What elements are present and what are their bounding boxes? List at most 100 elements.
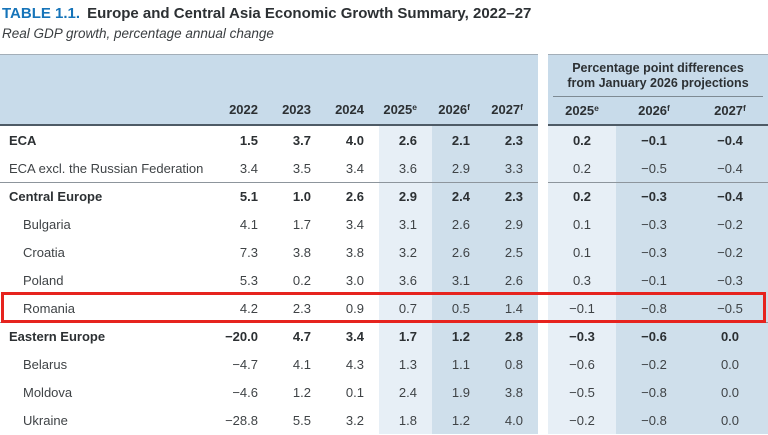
cell-2027: 2.3 xyxy=(485,183,538,210)
row-label: Moldova xyxy=(23,384,73,400)
column-header-2023: 2023 xyxy=(282,102,311,117)
right-table-body: 0.2 −0.1 −0.4 0.2 −0.5 −0.4 0.2 −0.3 −0.4 0.1 −0.3… xyxy=(548,126,768,434)
cell-2022: −4.7 xyxy=(232,356,258,372)
diff-cell-2025: −0.1 xyxy=(548,294,616,322)
diff-table-row: −0.1 −0.8 −0.5 xyxy=(548,294,768,322)
diff-cell-2025: −0.2 xyxy=(548,406,616,434)
cell-2024: 3.4 xyxy=(345,329,364,344)
table-row: Eastern Europe −20.0 4.7 3.4 1.7 1.2 2.8 xyxy=(0,322,538,350)
diff-table-row: 0.1 −0.3 −0.2 xyxy=(548,238,768,266)
diff-table-row: 0.2 −0.5 −0.4 xyxy=(548,154,768,182)
cell-2022: 7.3 xyxy=(239,244,258,260)
diff-table-row: 0.3 −0.1 −0.3 xyxy=(548,266,768,294)
cell-2027: 2.3 xyxy=(485,126,538,154)
diff-table-row: 0.2 −0.3 −0.4 xyxy=(548,182,768,210)
diff-cell-2026: −0.6 xyxy=(616,323,692,350)
cell-2023: 2.3 xyxy=(292,300,311,316)
cell-2025: 2.6 xyxy=(379,126,432,154)
diff-cell-2025: −0.3 xyxy=(548,323,616,350)
column-header-2026f: 2026f xyxy=(438,102,470,117)
cell-2022: −4.6 xyxy=(232,384,258,400)
cell-2026: 0.5 xyxy=(432,294,485,322)
row-label: Romania xyxy=(23,300,76,316)
cell-2025: 1.7 xyxy=(379,323,432,350)
cell-2026: 1.2 xyxy=(432,406,485,434)
diff-table-row: 0.2 −0.1 −0.4 xyxy=(548,126,768,154)
table-row: Ukraine −28.8 5.5 3.2 1.8 1.2 4.0 xyxy=(0,406,538,434)
differences-header-line2: from January 2026 projections xyxy=(567,76,749,90)
cell-2023: 1.7 xyxy=(292,216,311,232)
cell-2025: 3.1 xyxy=(379,210,432,238)
column-header-2024: 2024 xyxy=(335,102,364,117)
cell-2024: 3.4 xyxy=(345,160,364,176)
cell-2025: 3.6 xyxy=(379,266,432,294)
cell-2024: 4.0 xyxy=(345,132,364,148)
table-row: Bulgaria 4.1 1.7 3.4 3.1 2.6 2.9 xyxy=(0,210,538,238)
cell-2026: 2.6 xyxy=(432,238,485,266)
cell-2024: 3.2 xyxy=(345,412,364,428)
table-row: Romania 4.2 2.3 0.9 0.7 0.5 1.4 xyxy=(0,294,538,322)
cell-2024: 3.8 xyxy=(345,244,364,260)
cell-2024: 3.4 xyxy=(345,216,364,232)
diff-table-row: −0.2 −0.8 0.0 xyxy=(548,406,768,434)
row-label: Eastern Europe xyxy=(9,329,106,344)
cell-2025: 1.3 xyxy=(379,350,432,378)
row-label: ECA xyxy=(9,132,37,148)
cell-2025: 0.7 xyxy=(379,294,432,322)
cell-2022: −28.8 xyxy=(225,412,258,428)
column-header-2027f: 2027f xyxy=(491,102,523,117)
header-divider xyxy=(553,96,763,97)
diff-table-row: −0.5 −0.8 0.0 xyxy=(548,378,768,406)
table-number: TABLE 1.1. xyxy=(2,5,81,22)
diff-cell-2026: −0.3 xyxy=(616,238,692,266)
row-label: Ukraine xyxy=(23,412,68,428)
diff-cell-2027: −0.4 xyxy=(692,126,768,154)
cell-2026: 1.1 xyxy=(432,350,485,378)
row-label: Poland xyxy=(23,272,64,288)
diff-cell-2027: −0.5 xyxy=(692,294,768,322)
cell-2022: 4.1 xyxy=(239,216,258,232)
diff-table-row: −0.3 −0.6 0.0 xyxy=(548,322,768,350)
cell-2024: 2.6 xyxy=(345,189,364,204)
diff-cell-2026: −0.1 xyxy=(616,126,692,154)
differences-year-row: 2025e 2026f 2027f xyxy=(548,97,768,124)
diff-cell-2027: 0.0 xyxy=(692,350,768,378)
cell-2022: 4.2 xyxy=(239,300,258,316)
cell-2027: 3.3 xyxy=(485,154,538,182)
diff-cell-2027: −0.4 xyxy=(692,154,768,182)
diff-cell-2025: 0.1 xyxy=(548,238,616,266)
cell-2023: 4.1 xyxy=(292,356,311,372)
table-subtitle: Real GDP growth, percentage annual chang… xyxy=(2,26,274,41)
cell-2027: 2.9 xyxy=(485,210,538,238)
cell-2024: 0.9 xyxy=(345,300,364,316)
table-row: ECA 1.5 3.7 4.0 2.6 2.1 2.3 xyxy=(0,126,538,154)
cell-2026: 3.1 xyxy=(432,266,485,294)
cell-2022: 5.3 xyxy=(239,272,258,288)
cell-2027: 3.8 xyxy=(485,378,538,406)
diff-cell-2025: 0.3 xyxy=(548,266,616,294)
cell-2027: 2.8 xyxy=(485,323,538,350)
cell-2025: 2.9 xyxy=(379,183,432,210)
cell-2023: 1.0 xyxy=(292,189,311,204)
table-row: Poland 5.3 0.2 3.0 3.6 3.1 2.6 xyxy=(0,266,538,294)
cell-2022: 1.5 xyxy=(239,132,258,148)
table-row: Croatia 7.3 3.8 3.8 3.2 2.6 2.5 xyxy=(0,238,538,266)
diff-column-header-2026f: 2026f xyxy=(638,103,670,118)
diff-table-row: 0.1 −0.3 −0.2 xyxy=(548,210,768,238)
cell-2024: 3.0 xyxy=(345,272,364,288)
cell-2025: 3.2 xyxy=(379,238,432,266)
table-row: Belarus −4.7 4.1 4.3 1.3 1.1 0.8 xyxy=(0,350,538,378)
cell-2025: 2.4 xyxy=(379,378,432,406)
cell-2026: 2.4 xyxy=(432,183,485,210)
cell-2026: 1.2 xyxy=(432,323,485,350)
diff-cell-2026: −0.8 xyxy=(616,406,692,434)
diff-column-header-2025e: 2025e xyxy=(565,103,599,118)
diff-cell-2026: −0.3 xyxy=(616,183,692,210)
cell-2022: 5.1 xyxy=(239,189,258,204)
title-area: TABLE 1.1. Europe and Central Asia Econom… xyxy=(0,0,768,54)
row-label: ECA excl. the Russian Federation xyxy=(9,160,204,176)
row-label: Croatia xyxy=(23,244,65,260)
cell-2025: 3.6 xyxy=(379,154,432,182)
diff-cell-2026: −0.8 xyxy=(616,294,692,322)
left-table-body: ECA 1.5 3.7 4.0 2.6 2.1 2.3 ECA excl. the Russi… xyxy=(0,126,538,434)
